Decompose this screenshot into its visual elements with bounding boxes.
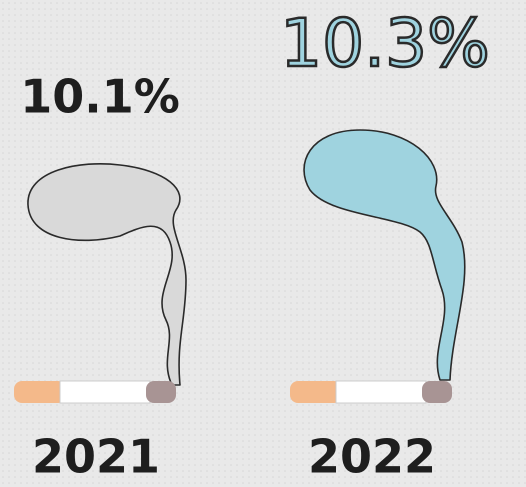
smoke	[303, 129, 466, 381]
year-label: 2021	[32, 430, 160, 484]
cigarette-ash	[146, 381, 176, 403]
smoke	[27, 162, 187, 386]
cigarette-filter	[14, 381, 66, 403]
cigarette-filter	[290, 381, 342, 403]
cigarette-body	[59, 380, 151, 404]
year-label: 2022	[308, 430, 436, 484]
cigarette-body	[335, 380, 427, 404]
cigarette-ash	[422, 381, 452, 403]
value-label: 10.1%	[20, 70, 180, 124]
value-label: 10.3%	[280, 5, 490, 82]
